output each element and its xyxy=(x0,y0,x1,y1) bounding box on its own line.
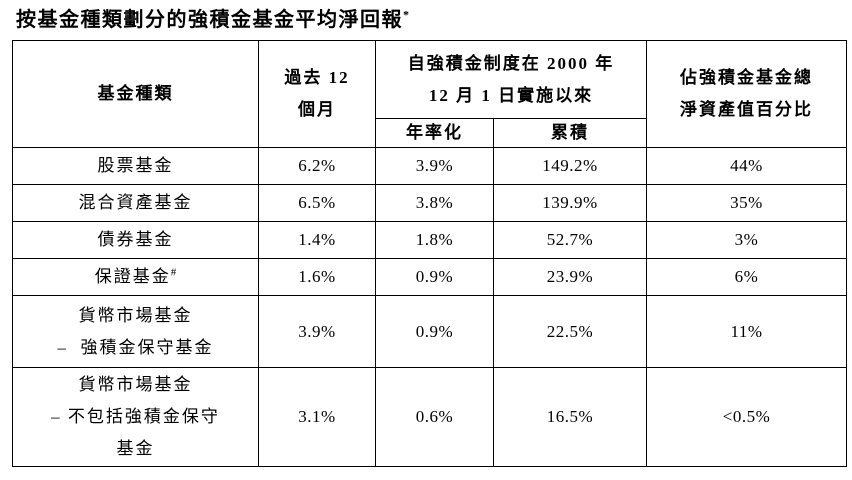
table-row-equity-fund: 股票基金 6.2% 3.9% 149.2% 44% xyxy=(12,147,847,185)
share-of-nav-cell: 3% xyxy=(646,221,847,259)
past-12-months-cell: 3.9% xyxy=(258,295,376,368)
share-of-nav-cell: 11% xyxy=(646,295,847,368)
cumulative-return-cell: 16.5% xyxy=(493,367,647,467)
table-row-bond-fund: 債券基金 1.4% 1.8% 52.7% 3% xyxy=(12,221,847,259)
header-past-12-months: 過去 12 個月 xyxy=(258,40,376,148)
cumulative-return-cell: 139.9% xyxy=(493,184,647,222)
past-12-months-cell: 1.4% xyxy=(258,221,376,259)
footnote-marker-hash: # xyxy=(170,266,177,279)
header-annualized: 年率化 xyxy=(375,118,494,148)
table-row-mixed-assets-fund: 混合資產基金 6.5% 3.8% 139.9% 35% xyxy=(12,184,847,222)
header-row-main: 基金種類 過去 12 個月 自強積金制度在 2000 年 12 月 1 日實施以… xyxy=(12,40,847,148)
fund-type-cell: 保證基金# xyxy=(12,258,259,296)
fund-type-cell: 債券基金 xyxy=(12,221,259,259)
fund-type-cell: 混合資產基金 xyxy=(12,184,259,222)
share-of-nav-cell: <0.5% xyxy=(646,367,847,467)
mpf-average-net-returns-table: 基金種類 過去 12 個月 自強積金制度在 2000 年 12 月 1 日實施以… xyxy=(12,40,847,467)
share-of-nav-cell: 6% xyxy=(646,258,847,296)
cumulative-return-cell: 52.7% xyxy=(493,221,647,259)
header-since-inception: 自強積金制度在 2000 年 12 月 1 日實施以來 xyxy=(375,40,647,119)
annualized-return-cell: 0.9% xyxy=(375,258,494,296)
title-footnote-marker: * xyxy=(403,7,409,22)
table-row-guaranteed-fund: 保證基金# 1.6% 0.9% 23.9% 6% xyxy=(12,258,847,296)
header-share-of-total-nav: 佔強積金基金總 淨資產值百分比 xyxy=(646,40,847,148)
annualized-return-cell: 3.9% xyxy=(375,147,494,185)
table-row-money-market-conservative-fund: 貨幣市場基金 – 強積金保守基金 3.9% 0.9% 22.5% 11% xyxy=(12,295,847,368)
annualized-return-cell: 1.8% xyxy=(375,221,494,259)
share-of-nav-cell: 44% xyxy=(646,147,847,185)
cumulative-return-cell: 23.9% xyxy=(493,258,647,296)
past-12-months-cell: 6.2% xyxy=(258,147,376,185)
past-12-months-cell: 1.6% xyxy=(258,258,376,296)
annualized-return-cell: 3.8% xyxy=(375,184,494,222)
annualized-return-cell: 0.9% xyxy=(375,295,494,368)
fund-type-text: 保證基金 xyxy=(94,267,171,286)
cumulative-return-cell: 22.5% xyxy=(493,295,647,368)
cumulative-return-cell: 149.2% xyxy=(493,147,647,185)
fund-type-cell: 股票基金 xyxy=(12,147,259,185)
share-of-nav-cell: 35% xyxy=(646,184,847,222)
page-title-text: 按基金種類劃分的強積金基金平均淨回報 xyxy=(16,9,403,31)
header-row-sub: 年率化 累積 xyxy=(13,118,847,148)
page-title: 按基金種類劃分的強積金基金平均淨回報* xyxy=(16,3,409,32)
header-fund-type: 基金種類 xyxy=(12,40,259,148)
table-row-money-market-non-conservative-fund: 貨幣市場基金 – 不包括強積金保守 基金 3.1% 0.6% 16.5% <0.… xyxy=(12,367,847,467)
annualized-return-cell: 0.6% xyxy=(375,367,494,467)
fund-type-cell: 貨幣市場基金 – 不包括強積金保守 基金 xyxy=(12,367,259,467)
past-12-months-cell: 6.5% xyxy=(258,184,376,222)
past-12-months-cell: 3.1% xyxy=(258,367,376,467)
header-cumulative: 累積 xyxy=(493,118,647,148)
fund-type-cell: 貨幣市場基金 – 強積金保守基金 xyxy=(12,295,259,368)
